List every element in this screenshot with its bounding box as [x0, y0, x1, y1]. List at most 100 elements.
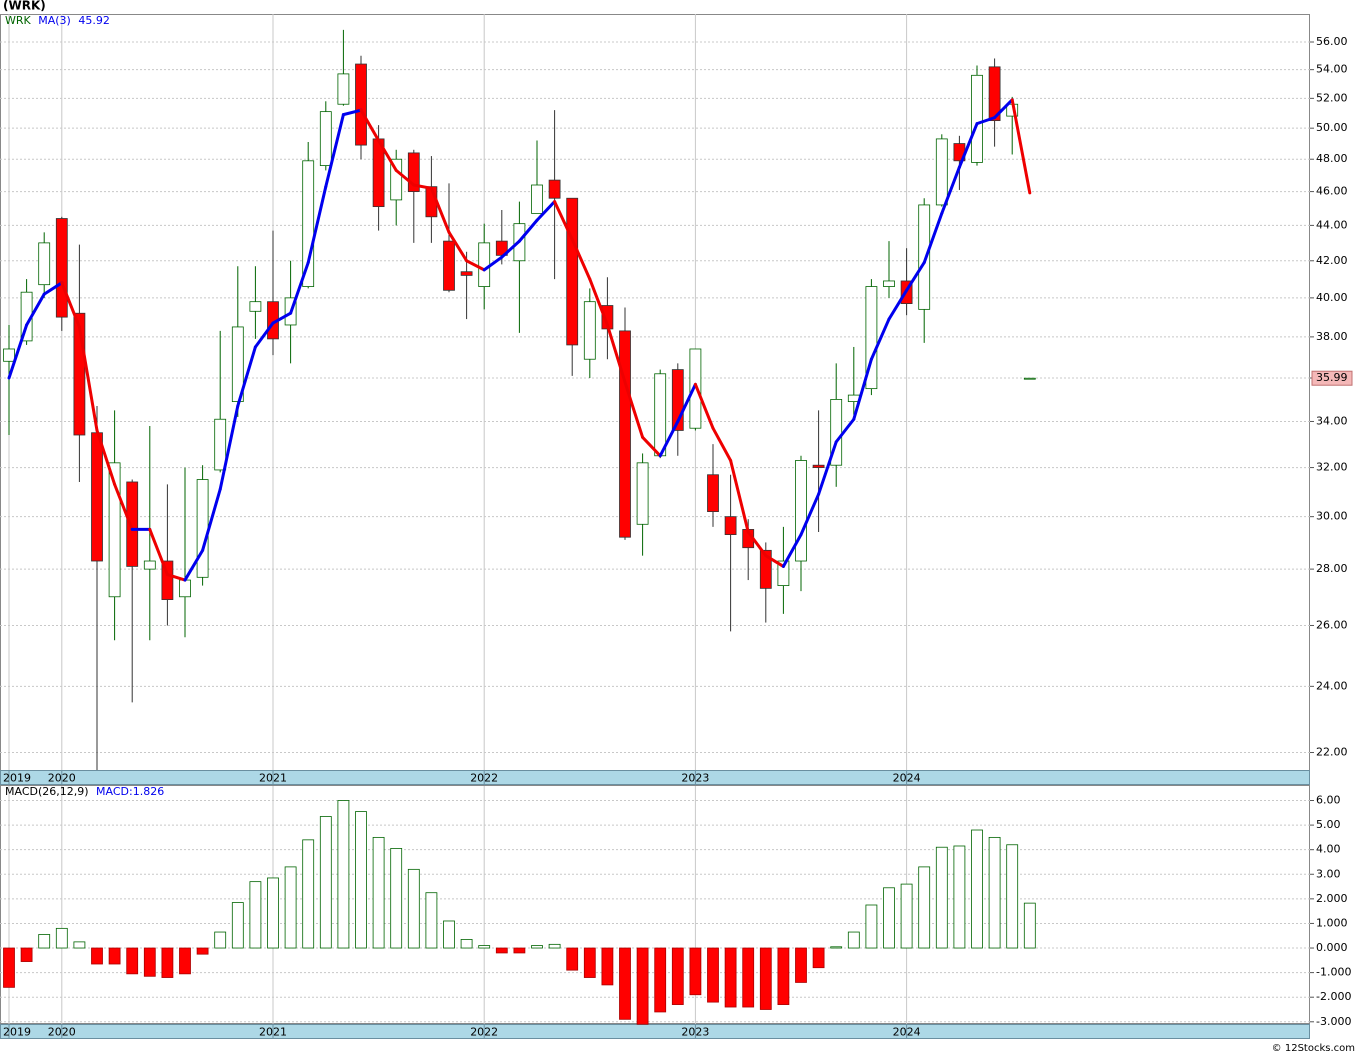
x-tick-label: 2023: [681, 772, 709, 785]
y-tick-label: -1.000: [1316, 966, 1351, 979]
x-tick-label: 2023: [681, 1026, 709, 1039]
x-tick-label: 2024: [893, 772, 921, 785]
macd-bar: [231, 902, 244, 949]
x-tick-label: 2019: [3, 1026, 31, 1039]
macd-bar: [179, 947, 191, 975]
ma-line: [553, 200, 574, 241]
candle-body: [988, 66, 1001, 122]
y-tick-label: 28.00: [1316, 562, 1348, 575]
candle-body: [830, 399, 843, 466]
ma-line: [570, 237, 592, 281]
y-tick-label: 22.00: [1316, 746, 1348, 759]
ma-line: [711, 426, 733, 462]
x-tick-label: 2022: [470, 772, 498, 785]
macd-bar: [372, 836, 385, 949]
ma-value: 45.92: [78, 14, 110, 27]
macd-bar: [284, 866, 297, 949]
footer: © 12Stocks.com: [1272, 1043, 1355, 1054]
candle-body: [583, 301, 596, 360]
candle-body: [1023, 377, 1036, 380]
y-tick-label: 6.00: [1316, 794, 1341, 807]
candle-body: [73, 312, 86, 436]
candle-body: [671, 369, 684, 431]
macd-prefix: MACD:: [96, 785, 133, 798]
y-tick-label: 5.00: [1316, 818, 1341, 831]
candle-body: [337, 73, 350, 105]
candle-body: [619, 330, 631, 538]
macd-bar: [460, 939, 473, 949]
macd-bar: [865, 904, 878, 949]
y-tick-label: 42.00: [1316, 254, 1348, 267]
ma-line: [271, 311, 293, 325]
ma-line: [588, 277, 609, 327]
ma-line: [781, 533, 803, 568]
y-tick-label: 3.00: [1316, 867, 1341, 880]
macd-bar: [390, 848, 403, 949]
candle-body: [55, 218, 68, 318]
ma-line: [218, 404, 240, 491]
ma-line: [236, 345, 257, 408]
ma-line: [957, 122, 979, 169]
ma-line: [799, 492, 821, 537]
ma-line: [148, 527, 169, 577]
ma-line: [25, 292, 46, 327]
candle-body: [636, 462, 649, 525]
ma-line: [905, 261, 926, 292]
macd-bar: [601, 947, 614, 986]
ma-line: [729, 458, 750, 534]
y-tick-label: 0.000: [1316, 941, 1348, 954]
macd-bar: [108, 947, 121, 965]
candle-body: [179, 579, 191, 598]
ma-line: [465, 259, 486, 272]
ma-line: [394, 168, 416, 187]
candle-body: [460, 271, 473, 276]
macd-bar: [495, 947, 508, 954]
macd-legend: MACD(26,12,9) MACD:1.826: [5, 785, 164, 798]
candle-body: [918, 204, 931, 310]
ma-line: [1010, 98, 1032, 195]
macd-bar: [707, 947, 719, 1003]
macd-bar: [724, 947, 737, 1008]
ma-line: [289, 261, 310, 315]
ma-line: [341, 108, 363, 117]
y-tick-label: 38.00: [1316, 330, 1348, 343]
candle-body: [777, 560, 790, 586]
ma-line: [834, 417, 856, 444]
macd-bar: [671, 947, 684, 1005]
macd-bar: [20, 947, 33, 962]
ma-line: [623, 380, 645, 439]
candle-body: [707, 474, 719, 512]
y-tick-label: 2.000: [1316, 892, 1348, 905]
macd-bar: [619, 947, 631, 1020]
ma-line: [359, 108, 381, 142]
y-tick-label: 48.00: [1316, 152, 1348, 165]
ma-line: [940, 165, 961, 215]
ma-line: [500, 239, 521, 259]
y-tick-label: -3.000: [1316, 1015, 1351, 1028]
ma-line: [869, 317, 891, 361]
macd-bar: [1006, 844, 1019, 949]
ma-line: [517, 218, 539, 243]
time-axis: [0, 1024, 1310, 1039]
candle-body: [935, 138, 948, 206]
x-tick-label: 2020: [48, 1026, 76, 1039]
chart-title: (WRK): [3, 0, 46, 13]
candle-body: [759, 549, 772, 589]
y-tick-label: 56.00: [1316, 35, 1348, 48]
macd-bar: [689, 947, 702, 996]
macd-bar: [196, 947, 209, 955]
ma-line: [852, 357, 873, 421]
macd-bar: [55, 927, 68, 949]
ma-line: [764, 554, 785, 568]
y-tick-label: 40.00: [1316, 291, 1348, 304]
y-tick-label: 54.00: [1316, 63, 1348, 76]
macd-bar: [812, 947, 825, 969]
legend: WRK MA(3) 45.92: [5, 14, 110, 27]
candle-body: [3, 348, 15, 362]
candle-body: [812, 464, 825, 468]
plot: 22.0024.0026.0028.0030.0032.0034.0036.00…: [0, 14, 1353, 1039]
ma-line: [922, 211, 944, 265]
candle-body: [390, 158, 403, 201]
